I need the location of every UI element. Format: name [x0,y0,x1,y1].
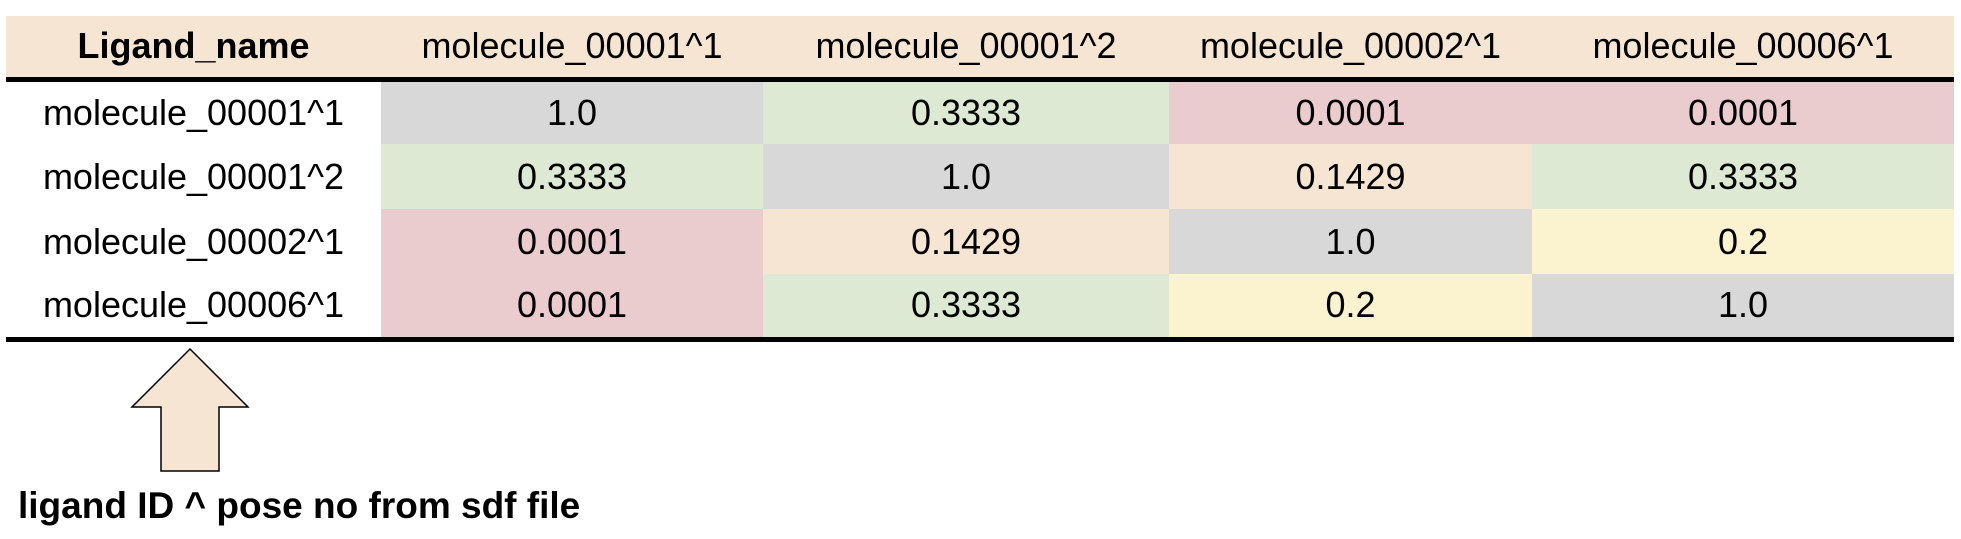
up-arrow-icon [130,347,250,472]
table-cell: 1.0 [381,79,763,144]
column-header: molecule_00001^1 [381,16,763,82]
table-cell: 0.2 [1532,209,1954,274]
column-header: molecule_00001^2 [763,16,1169,82]
table-cell: 0.3333 [763,79,1169,144]
table-cell: 0.3333 [381,144,763,209]
table-cell: 0.0001 [1169,79,1532,144]
table-cell: 0.0001 [1532,79,1954,144]
row-label: molecule_00006^1 [6,274,381,342]
corner-header: Ligand_name [6,16,381,82]
similarity-matrix-table: Ligand_name molecule_00001^1 molecule_00… [6,16,1954,342]
table-cell: 1.0 [1169,209,1532,274]
table-cell: 1.0 [1532,274,1954,342]
table-cell: 0.1429 [763,209,1169,274]
table-row: molecule_00001^2 0.3333 1.0 0.1429 0.333… [6,144,1954,209]
row-label: molecule_00001^1 [6,79,381,144]
column-header: molecule_00006^1 [1532,16,1954,82]
table-cell: 0.0001 [381,209,763,274]
row-label: molecule_00001^2 [6,144,381,209]
annotation-text: ligand ID ^ pose no from sdf file [18,485,581,526]
column-header: molecule_00002^1 [1169,16,1532,82]
table-cell: 0.3333 [763,274,1169,342]
table-cell: 0.0001 [381,274,763,342]
table-cell: 1.0 [763,144,1169,209]
table-cell: 0.3333 [1532,144,1954,209]
header-row: Ligand_name molecule_00001^1 molecule_00… [6,16,1954,82]
table-cell: 0.1429 [1169,144,1532,209]
table-row: molecule_00002^1 0.0001 0.1429 1.0 0.2 [6,209,1954,274]
table-cell: 0.2 [1169,274,1532,342]
row-label: molecule_00002^1 [6,209,381,274]
table-row: molecule_00006^1 0.0001 0.3333 0.2 1.0 [6,274,1954,342]
table-row: molecule_00001^1 1.0 0.3333 0.0001 0.000… [6,79,1954,144]
